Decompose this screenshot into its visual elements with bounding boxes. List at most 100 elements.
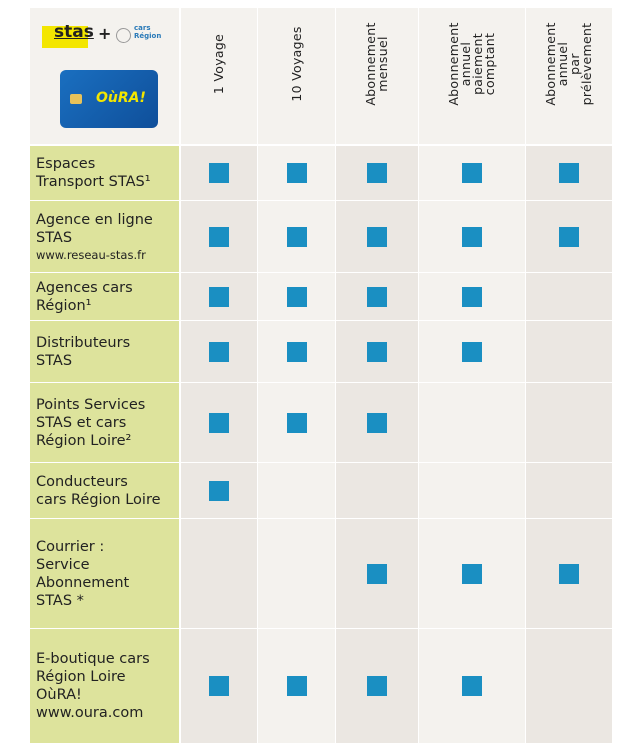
header-line: mensuel <box>375 36 390 92</box>
table-cell <box>258 629 335 743</box>
column-header-text: 1 Voyage <box>211 33 226 95</box>
label-line: Région Loire <box>36 669 126 685</box>
row-label: Agence en ligne STAS www.reseau-stas.fr <box>30 201 179 272</box>
cars-text: cars <box>134 24 151 32</box>
card-text: OùRA! <box>96 90 146 106</box>
table-cell <box>181 146 257 200</box>
table-cell <box>181 201 257 272</box>
table-cell <box>419 519 525 628</box>
column-header-text: Abonnement annuel paiement comptant <box>446 22 497 105</box>
availability-mark <box>462 341 482 362</box>
availability-mark <box>209 286 229 307</box>
availability-mark <box>209 163 229 183</box>
table-cell <box>336 201 418 272</box>
table-cell <box>336 273 418 320</box>
table-cell <box>336 629 418 743</box>
label-note: www.reseau-stas.fr <box>36 247 146 262</box>
availability-mark <box>462 163 482 183</box>
table-cell <box>181 273 257 320</box>
stas-logo <box>42 26 88 48</box>
table-cell <box>419 629 525 743</box>
table-cell <box>419 201 525 272</box>
table-cell <box>336 383 418 462</box>
label-line: STAS <box>36 352 73 369</box>
label-line: Transport STAS¹ <box>36 174 151 190</box>
label-line: Espaces <box>36 156 96 172</box>
column-header: Abonnement annuel par prélèvement <box>526 8 612 144</box>
label-line: Région Loire² <box>36 432 132 449</box>
header-line: 1 Voyage <box>211 33 226 95</box>
region-text: Région <box>134 32 162 40</box>
table-cell <box>526 146 612 200</box>
availability-mark <box>462 286 482 307</box>
label-line: STAS * <box>36 592 84 609</box>
table-cell <box>258 383 335 462</box>
column-header-text: 10 Voyages <box>288 26 304 102</box>
logo-cell: stas + cars Région OùRA! <box>30 8 179 144</box>
card-chip <box>70 94 82 104</box>
table-cell <box>526 629 612 743</box>
label-line: Service <box>36 556 90 573</box>
table-cell <box>181 321 257 382</box>
availability-mark <box>367 412 387 433</box>
row-label: Points Services STAS et cars Région Loire² <box>30 383 179 462</box>
availability-mark <box>209 676 229 696</box>
availability-mark <box>209 412 229 433</box>
table-cell <box>526 383 612 462</box>
column-header-text: Abonnement annuel par prélèvement <box>543 22 594 106</box>
column-header: 1 Voyage <box>181 8 257 144</box>
row-label: Agences cars Région¹ <box>30 273 179 320</box>
table-cell <box>419 383 525 462</box>
availability-mark <box>559 163 579 183</box>
table-cell <box>336 321 418 382</box>
row-label: E-boutique cars Région Loire OùRA! www.oura… <box>30 629 179 743</box>
header-line: comptant <box>482 32 497 96</box>
row-label: Courrier : Service Abonnement STAS * <box>30 519 179 628</box>
availability-mark <box>559 563 579 584</box>
label-line: STAS <box>36 229 73 246</box>
label-line: www.oura.com <box>36 705 144 721</box>
column-header: 10 Voyages <box>258 8 335 144</box>
column-header-text: Abonnement mensuel <box>363 22 390 105</box>
availability-mark <box>462 226 482 247</box>
label-line: E-boutique cars <box>36 651 150 667</box>
availability-mark <box>209 341 229 362</box>
label-line: Distributeurs <box>36 334 131 351</box>
column-header: Abonnement mensuel <box>336 8 418 144</box>
table-cell <box>258 519 335 628</box>
availability-mark <box>367 341 387 362</box>
availability-mark <box>559 226 579 247</box>
availability-mark <box>286 163 307 183</box>
table-cell <box>526 201 612 272</box>
table-cell <box>336 146 418 200</box>
table-cell <box>419 273 525 320</box>
oura-card: OùRA! <box>60 70 158 128</box>
header-line: 10 Voyages <box>288 26 304 102</box>
label-line: Région¹ <box>36 297 92 314</box>
availability-mark <box>286 412 307 433</box>
availability-mark <box>286 286 307 307</box>
label-line: Agence en ligne <box>36 211 153 228</box>
label-line: Conducteurs <box>36 473 128 490</box>
availability-mark <box>367 286 387 307</box>
availability-mark <box>462 563 482 584</box>
row-label: Espaces Transport STAS¹ <box>30 146 179 200</box>
availability-mark <box>209 480 229 501</box>
column-header: Abonnement annuel paiement comptant <box>419 8 525 144</box>
table-cell <box>258 321 335 382</box>
row-label: Distributeurs STAS <box>30 321 179 382</box>
table-cell <box>258 146 335 200</box>
label-line: cars Région Loire <box>36 491 161 508</box>
table-cell <box>419 463 525 518</box>
table-cell <box>419 321 525 382</box>
table-cell <box>526 273 612 320</box>
table-cell <box>526 321 612 382</box>
table-cell <box>336 519 418 628</box>
row-label: Conducteurs cars Région Loire <box>30 463 179 518</box>
availability-mark <box>367 163 387 183</box>
availability-mark <box>209 226 229 247</box>
label-line: STAS et cars <box>36 414 127 431</box>
header-line: prélèvement <box>579 22 594 106</box>
